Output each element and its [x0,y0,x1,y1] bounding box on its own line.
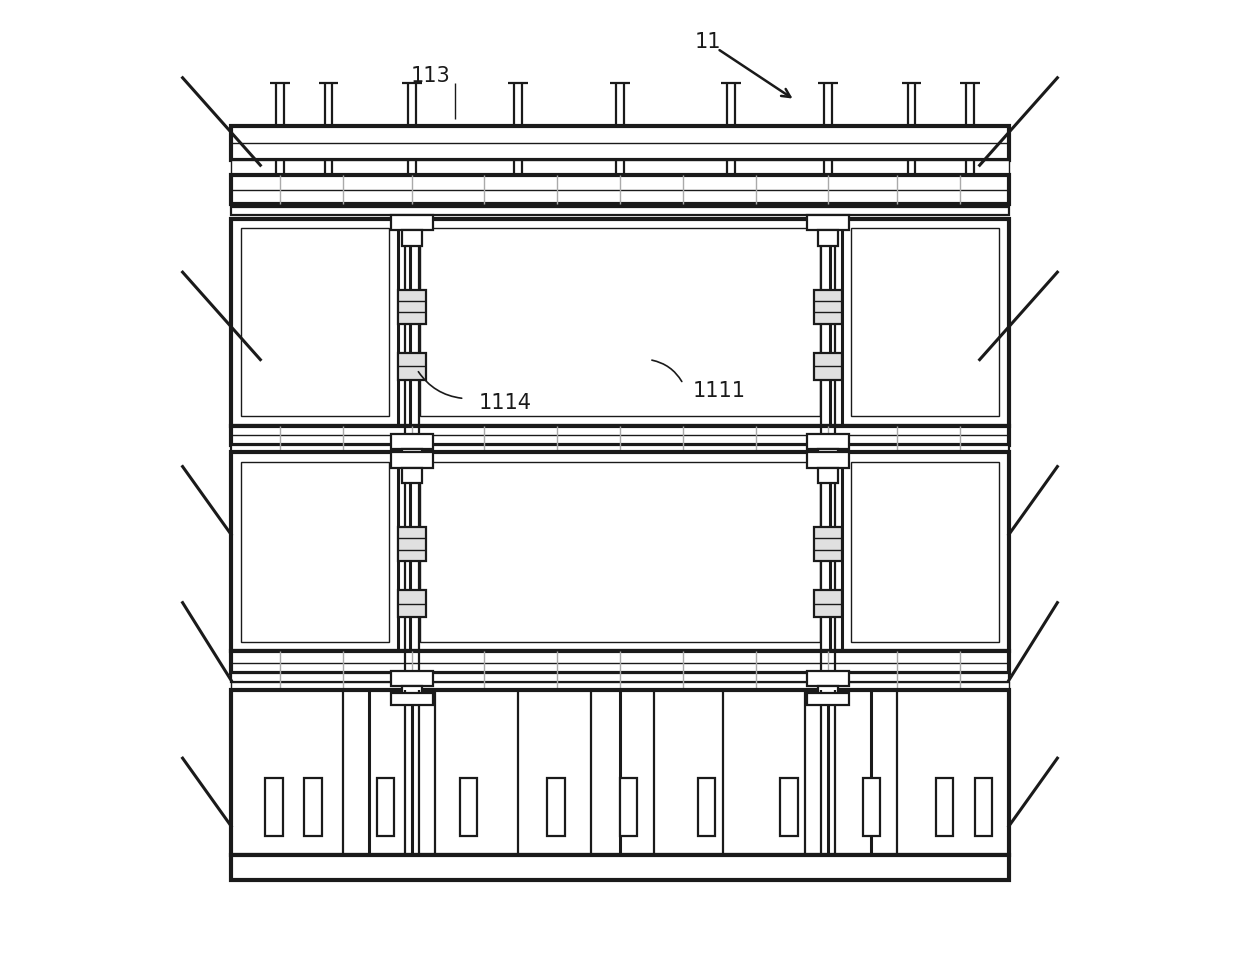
Bar [304,778,321,836]
Bar [231,690,1009,855]
Bar [391,452,433,468]
Bar [818,468,838,483]
Bar [818,686,838,702]
Bar [620,778,637,836]
Bar [402,686,422,702]
Bar [231,175,1009,204]
Text: 113: 113 [410,66,450,86]
Bar [807,434,849,449]
Bar [975,778,992,836]
Bar [231,682,1009,690]
Bar [852,228,999,416]
Bar [231,673,1009,682]
Bar [231,445,1009,452]
Bar [815,590,842,617]
Bar [420,228,820,416]
Bar [547,778,564,836]
Bar [698,778,715,836]
Bar [460,778,477,836]
Bar [402,230,422,246]
Bar [818,230,838,246]
Bar [780,778,797,836]
Bar [391,693,433,705]
Bar [231,651,1009,673]
Bar [398,527,425,561]
Bar [402,468,422,483]
Bar [807,215,849,230]
Bar [231,452,1009,651]
Bar [398,290,425,324]
Bar [231,207,1009,215]
Bar [807,671,849,686]
Bar [231,160,1009,175]
Bar [391,671,433,686]
Bar [231,219,1009,426]
Bar [265,778,283,836]
Bar [391,434,433,449]
Bar [402,449,422,465]
Bar [818,449,838,465]
Bar [815,353,842,380]
Bar [863,778,880,836]
Text: 1111: 1111 [693,381,746,400]
Bar [807,452,849,468]
Bar [391,215,433,230]
Bar [807,693,849,705]
Bar [398,353,425,380]
Bar [231,855,1009,880]
Bar [815,527,842,561]
Text: 1114: 1114 [479,394,532,413]
Bar [852,462,999,642]
Bar [377,778,394,836]
Bar [936,778,954,836]
Bar [241,228,388,416]
Bar [420,462,820,642]
Bar [231,126,1009,160]
Bar [398,590,425,617]
Bar [231,426,1009,445]
Bar [241,462,388,642]
Bar [815,290,842,324]
Text: 11: 11 [694,32,720,52]
